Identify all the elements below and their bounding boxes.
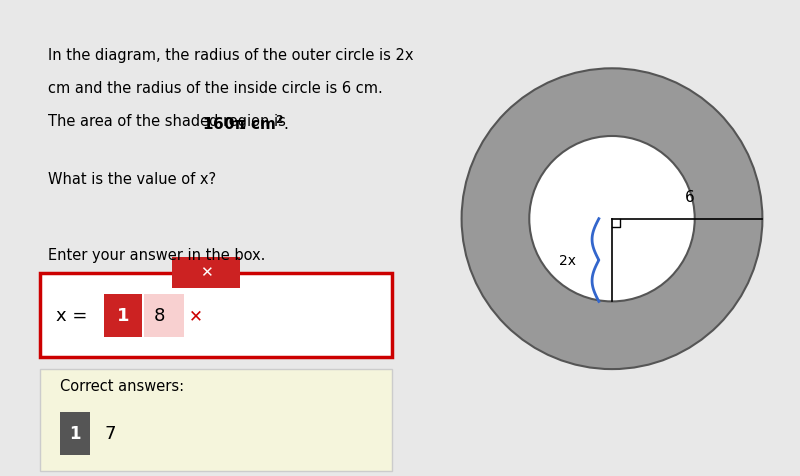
Text: Correct answers:: Correct answers: bbox=[60, 378, 184, 393]
Text: 2x: 2x bbox=[559, 254, 576, 268]
Text: ✕: ✕ bbox=[200, 265, 212, 280]
Text: What is the value of x?: What is the value of x? bbox=[48, 171, 216, 186]
Circle shape bbox=[462, 69, 762, 369]
FancyBboxPatch shape bbox=[40, 274, 392, 357]
Text: ✕: ✕ bbox=[189, 307, 203, 325]
FancyBboxPatch shape bbox=[104, 294, 142, 337]
Text: 1: 1 bbox=[70, 424, 81, 442]
Text: Enter your answer in the box.: Enter your answer in the box. bbox=[48, 248, 266, 262]
Text: $\mathbf{160\pi}$ $\mathbf{cm^2}$.: $\mathbf{160\pi}$ $\mathbf{cm^2}$. bbox=[202, 114, 289, 133]
FancyBboxPatch shape bbox=[40, 369, 392, 471]
FancyBboxPatch shape bbox=[172, 257, 240, 288]
Text: 8: 8 bbox=[154, 307, 165, 325]
Text: 7: 7 bbox=[104, 424, 116, 442]
Text: cm and the radius of the inside circle is 6 cm.: cm and the radius of the inside circle i… bbox=[48, 81, 382, 96]
FancyBboxPatch shape bbox=[144, 294, 184, 337]
Text: In the diagram, the radius of the outer circle is 2x: In the diagram, the radius of the outer … bbox=[48, 48, 414, 62]
FancyBboxPatch shape bbox=[60, 412, 90, 455]
Text: 1: 1 bbox=[117, 307, 130, 325]
Text: The area of the shaded region is: The area of the shaded region is bbox=[48, 114, 295, 129]
Circle shape bbox=[530, 137, 694, 302]
Text: 6: 6 bbox=[686, 189, 695, 204]
Text: x =: x = bbox=[56, 306, 93, 324]
